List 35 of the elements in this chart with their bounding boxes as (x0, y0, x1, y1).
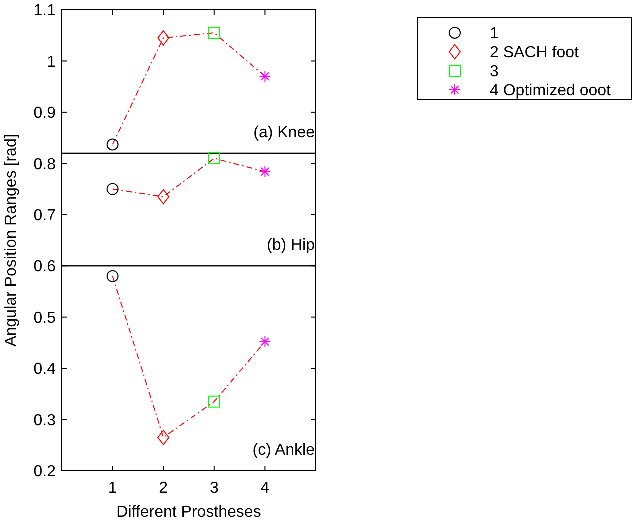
legend-label: 4 Optimized ooot (490, 82, 612, 100)
x-tick-label: 2 (159, 480, 168, 497)
y-tick-label: 1 (47, 54, 56, 71)
point (259, 70, 272, 83)
legend-label: 3 (490, 64, 499, 81)
point (208, 27, 220, 40)
annotation: (c) Ankle (252, 442, 316, 459)
y-tick-label: 0.5 (34, 310, 56, 327)
x-tick-label: 1 (108, 480, 118, 497)
y-axis-title: Angular Position Ranges [rad] (3, 134, 20, 347)
point (106, 183, 119, 196)
legend-label: 1 (490, 26, 499, 43)
point (158, 430, 170, 446)
y-tick-label: 0.9 (34, 105, 56, 122)
annotation: (b) Hip (266, 237, 316, 254)
point (259, 166, 272, 178)
point (106, 138, 119, 151)
y-tick-label: 0.2 (34, 464, 56, 481)
x-tick-label: 4 (260, 480, 270, 497)
point (158, 30, 170, 46)
point (106, 270, 119, 282)
x-axis-title: Different Prostheses (116, 504, 262, 521)
y-tick-label: 1.1 (34, 2, 56, 20)
point (208, 396, 220, 408)
y-tick-label: 0.3 (34, 412, 56, 430)
y-tick-label: 0.4 (34, 361, 56, 378)
y-tick-label: 0.6 (34, 258, 56, 276)
annotation: (a) Knee (254, 124, 316, 142)
point (259, 336, 272, 348)
legend-label: 2 SACH foot (490, 44, 580, 62)
y-tick-label: 0.7 (34, 207, 56, 224)
y-tick-label: 0.8 (34, 156, 56, 174)
x-tick-label: 3 (210, 480, 219, 497)
point (158, 189, 170, 205)
point (208, 152, 220, 165)
